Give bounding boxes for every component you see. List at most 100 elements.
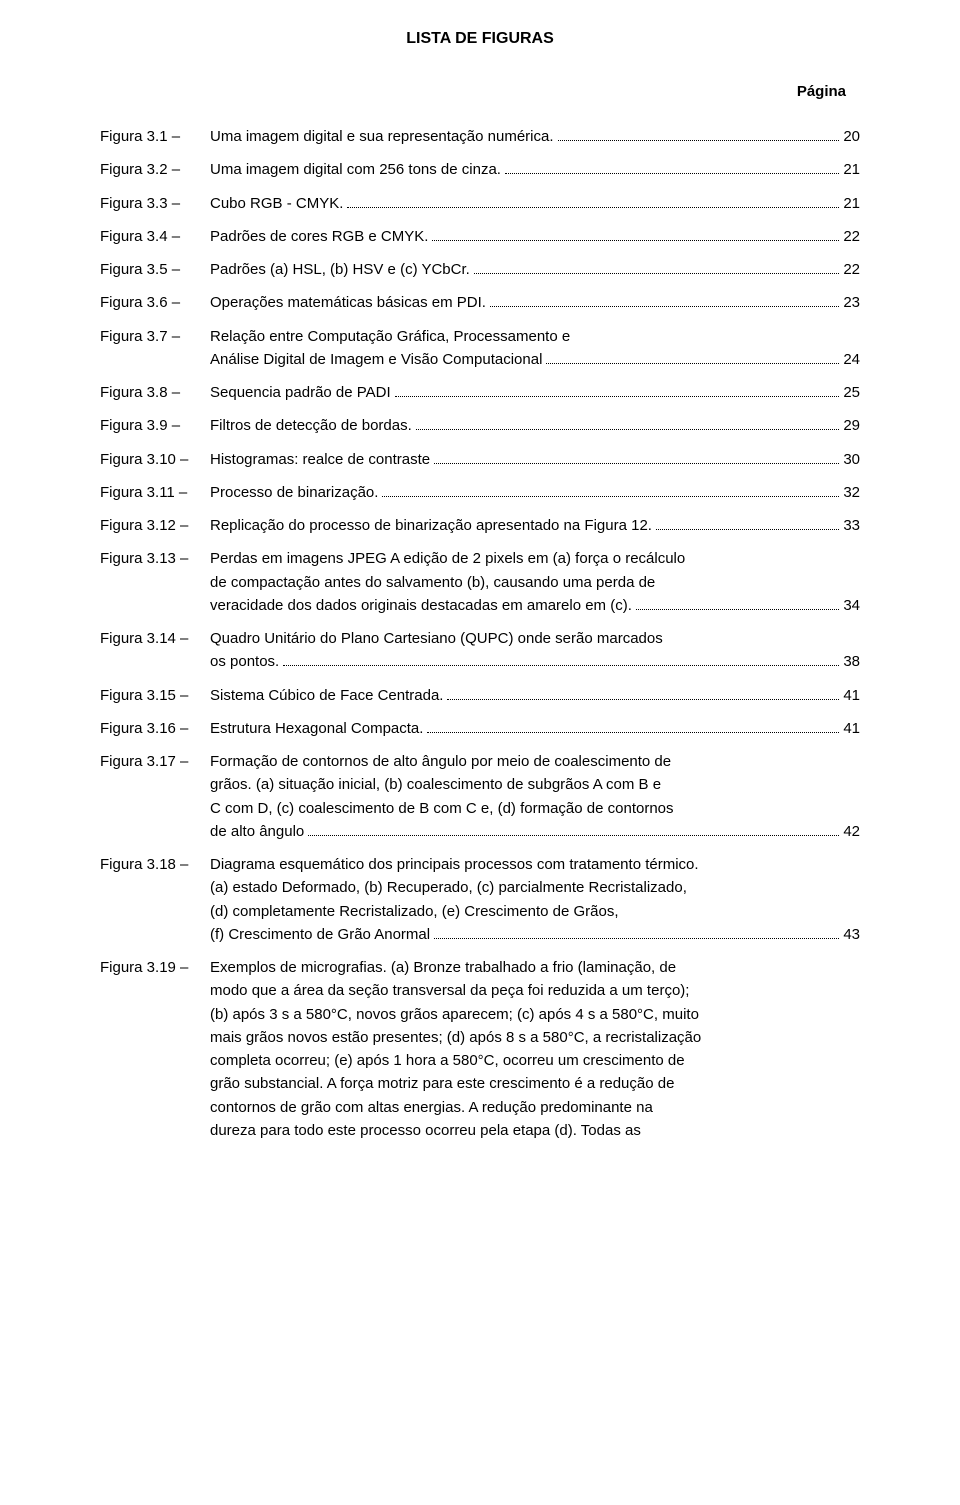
figure-description: Quadro Unitário do Plano Cartesiano (QUP… [210, 627, 860, 674]
dot-leader [427, 732, 839, 733]
dot-leader [546, 363, 839, 364]
figure-description-text: Uma imagem digital com 256 tons de cinza… [210, 158, 501, 181]
figure-entry: Figura 3.9 –Filtros de detecção de borda… [100, 414, 860, 437]
figure-description: Histogramas: realce de contraste 30 [210, 448, 860, 471]
figure-entry: Figura 3.8 –Sequencia padrão de PADI25 [100, 381, 860, 404]
figure-description-text: Padrões (a) HSL, (b) HSV e (c) YCbCr. [210, 258, 470, 281]
page-number: 20 [843, 125, 860, 148]
page-number: 21 [843, 192, 860, 215]
dot-leader [656, 529, 839, 530]
figure-label: Figura 3.11 – [100, 481, 210, 504]
figure-description-text: Processo de binarização. [210, 481, 378, 504]
figure-label: Figura 3.9 – [100, 414, 210, 437]
page-number: 41 [843, 717, 860, 740]
figure-entry: Figura 3.18 –Diagrama esquemático dos pr… [100, 853, 860, 946]
figure-entry: Figura 3.4 –Padrões de cores RGB e CMYK.… [100, 225, 860, 248]
page-number: 33 [843, 514, 860, 537]
page-number: 41 [843, 684, 860, 707]
dot-leader [283, 665, 839, 666]
page-number: 21 [843, 158, 860, 181]
dot-leader [434, 463, 839, 464]
figure-entry: Figura 3.12 –Replicação do processo de b… [100, 514, 860, 537]
figure-label: Figura 3.10 – [100, 448, 210, 471]
figure-description: Replicação do processo de binarização ap… [210, 514, 860, 537]
figure-description-text: veracidade dos dados originais destacada… [210, 594, 632, 617]
figure-entry: Figura 3.16 –Estrutura Hexagonal Compact… [100, 717, 860, 740]
figure-description-line: C com D, (c) coalescimento de B com C e,… [210, 797, 860, 820]
figure-description: Padrões (a) HSL, (b) HSV e (c) YCbCr.22 [210, 258, 860, 281]
figure-entry: Figura 3.3 –Cubo RGB - CMYK. 21 [100, 192, 860, 215]
figure-entry: Figura 3.5 –Padrões (a) HSL, (b) HSV e (… [100, 258, 860, 281]
figure-description-line: Diagrama esquemático dos principais proc… [210, 853, 860, 876]
figure-description-line: contornos de grão com altas energias. A … [210, 1096, 860, 1119]
figure-description-line: grão substancial. A força motriz para es… [210, 1072, 860, 1095]
page-number: 30 [843, 448, 860, 471]
dot-leader [636, 609, 839, 610]
figure-description: Processo de binarização.32 [210, 481, 860, 504]
column-heading-page: Página [100, 83, 860, 100]
figure-entry: Figura 3.19 –Exemplos de micrografias. (… [100, 956, 860, 1142]
figure-entry: Figura 3.2 –Uma imagem digital com 256 t… [100, 158, 860, 181]
page-number: 38 [843, 650, 860, 673]
figure-description-text: (f) Crescimento de Grão Anormal [210, 923, 430, 946]
figure-description-line: (b) após 3 s a 580°C, novos grãos aparec… [210, 1003, 860, 1026]
figure-label: Figura 3.15 – [100, 684, 210, 707]
figure-description-text: Cubo RGB - CMYK. [210, 192, 343, 215]
dot-leader [505, 173, 839, 174]
figure-entry: Figura 3.6 –Operações matemáticas básica… [100, 291, 860, 314]
figure-label: Figura 3.3 – [100, 192, 210, 215]
figure-description-line: Sequencia padrão de PADI 25 [210, 381, 860, 404]
figure-description-text: Análise Digital de Imagem e Visão Comput… [210, 348, 542, 371]
figure-description-line: Padrões (a) HSL, (b) HSV e (c) YCbCr.22 [210, 258, 860, 281]
page-number: 24 [843, 348, 860, 371]
figure-description-line: Estrutura Hexagonal Compacta.41 [210, 717, 860, 740]
figure-description-text: Padrões de cores RGB e CMYK. [210, 225, 428, 248]
page-number: 29 [843, 414, 860, 437]
dot-leader [395, 396, 840, 397]
figure-description: Filtros de detecção de bordas. 29 [210, 414, 860, 437]
figure-description-text: Histogramas: realce de contraste [210, 448, 430, 471]
dot-leader [416, 429, 840, 430]
figure-description-text: Sistema Cúbico de Face Centrada. [210, 684, 443, 707]
figure-description-line: (a) estado Deformado, (b) Recuperado, (c… [210, 876, 860, 899]
figure-description-line: Uma imagem digital e sua representação n… [210, 125, 860, 148]
figure-description: Uma imagem digital e sua representação n… [210, 125, 860, 148]
figure-description: Cubo RGB - CMYK. 21 [210, 192, 860, 215]
figure-description: Formação de contornos de alto ângulo por… [210, 750, 860, 843]
figure-description-line: dureza para todo este processo ocorreu p… [210, 1119, 860, 1142]
dot-leader [347, 207, 839, 208]
figure-label: Figura 3.2 – [100, 158, 210, 181]
figure-label: Figura 3.1 – [100, 125, 210, 148]
dot-leader [558, 140, 840, 141]
figure-description: Sistema Cúbico de Face Centrada. 41 [210, 684, 860, 707]
figure-description-line: (d) completamente Recristalizado, (e) Cr… [210, 900, 860, 923]
figure-description-line: os pontos.38 [210, 650, 860, 673]
figure-description-line: Formação de contornos de alto ângulo por… [210, 750, 860, 773]
figure-description-line: Exemplos de micrografias. (a) Bronze tra… [210, 956, 860, 979]
dot-leader [382, 496, 839, 497]
figure-description-line: mais grãos novos estão presentes; (d) ap… [210, 1026, 860, 1049]
dot-leader [474, 273, 840, 274]
figure-entry: Figura 3.7 –Relação entre Computação Grá… [100, 325, 860, 372]
figure-description-text: Uma imagem digital e sua representação n… [210, 125, 554, 148]
figure-description: Exemplos de micrografias. (a) Bronze tra… [210, 956, 860, 1142]
figure-description-line: completa ocorreu; (e) após 1 hora a 580°… [210, 1049, 860, 1072]
figure-label: Figura 3.12 – [100, 514, 210, 537]
figure-description-line: Perdas em imagens JPEG A edição de 2 pix… [210, 547, 860, 570]
figure-description: Operações matemáticas básicas em PDI.23 [210, 291, 860, 314]
page-number: 34 [843, 594, 860, 617]
figure-description-line: Filtros de detecção de bordas. 29 [210, 414, 860, 437]
dot-leader [308, 835, 839, 836]
figure-label: Figura 3.13 – [100, 547, 210, 570]
page-number: 25 [843, 381, 860, 404]
figure-description-text: Replicação do processo de binarização ap… [210, 514, 652, 537]
page-number: 42 [843, 820, 860, 843]
figure-label: Figura 3.6 – [100, 291, 210, 314]
figure-list: Figura 3.1 –Uma imagem digital e sua rep… [100, 125, 860, 1142]
figure-description-text: Operações matemáticas básicas em PDI. [210, 291, 486, 314]
figure-description-text: Sequencia padrão de PADI [210, 381, 391, 404]
figure-description: Relação entre Computação Gráfica, Proces… [210, 325, 860, 372]
figure-description-text: Filtros de detecção de bordas. [210, 414, 412, 437]
page-number: 43 [843, 923, 860, 946]
figure-description-line: grãos. (a) situação inicial, (b) coalesc… [210, 773, 860, 796]
